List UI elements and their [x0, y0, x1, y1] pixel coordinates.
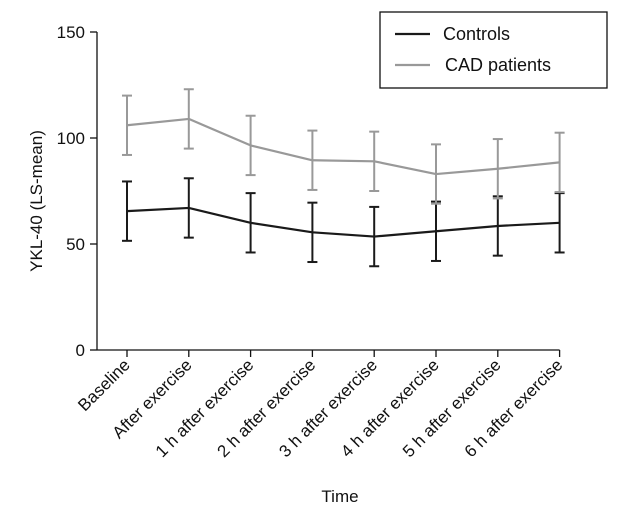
series-line [126, 117, 560, 176]
y-tick-label: 0 [76, 341, 85, 360]
series-line [126, 206, 560, 238]
y-axis-title: YKL-40 (LS-mean) [27, 130, 46, 272]
series-0 [122, 177, 565, 268]
x-axis-title: Time [321, 487, 358, 506]
y-tick-label: 150 [57, 23, 85, 42]
y-tick-label: 100 [57, 129, 85, 148]
legend-label: Controls [443, 24, 510, 44]
x-tick-label: Baseline [74, 355, 134, 415]
legend-box [379, 11, 608, 89]
y-tick-label: 50 [66, 235, 85, 254]
legend: Controls CAD patients [379, 11, 608, 89]
legend-label: CAD patients [445, 55, 551, 75]
series-layer [122, 88, 565, 268]
series-1 [122, 88, 565, 205]
